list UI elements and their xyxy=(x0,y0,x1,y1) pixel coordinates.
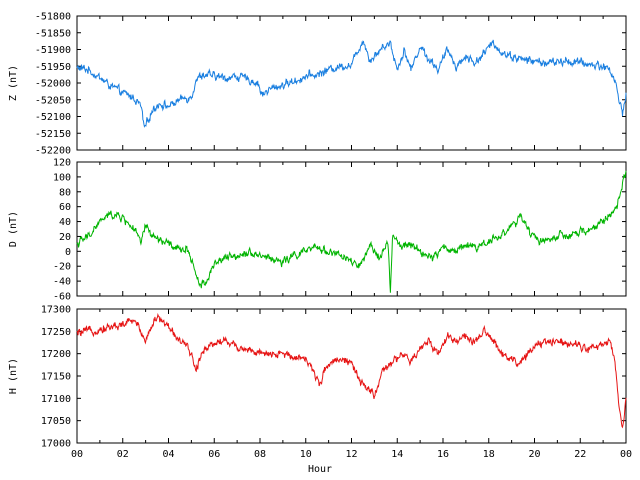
y-tick-label: -51950 xyxy=(35,62,71,73)
y-tick-label: -52050 xyxy=(35,95,71,106)
y-tick-label: -52100 xyxy=(35,112,71,123)
data-line xyxy=(76,312,627,429)
x-tick-label: 16 xyxy=(437,449,449,460)
y-tick-label: -52000 xyxy=(35,79,71,90)
y-tick-label: 40 xyxy=(59,217,71,228)
y-tick-label: 17100 xyxy=(41,394,71,405)
x-tick-label: 04 xyxy=(162,449,174,460)
x-tick-label: 14 xyxy=(391,449,403,460)
y-tick-label: 17150 xyxy=(41,372,71,383)
y-tick-label: -60 xyxy=(53,292,71,303)
x-tick-label: 22 xyxy=(574,449,586,460)
y-tick-label: -52150 xyxy=(35,129,71,140)
y-tick-label: 60 xyxy=(59,202,71,213)
y-tick-label: 100 xyxy=(53,172,71,183)
y-tick-label: 17250 xyxy=(41,327,71,338)
data-line xyxy=(76,39,627,128)
x-tick-label: 06 xyxy=(208,449,220,460)
z-panel: -52200 -52150 -52100 -52050 -52000 -51950 -519… xyxy=(8,12,627,157)
x-tick-label: 00 xyxy=(71,449,83,460)
y-axis-label: Z (nT) xyxy=(8,65,19,101)
h-panel: 17000 17050 17100 17150 17200 17250 17300 00 02 0… xyxy=(8,305,632,461)
x-tick-label: 20 xyxy=(528,449,540,460)
y-tick-label: 17000 xyxy=(41,439,71,450)
x-axis-label: Hour xyxy=(308,464,332,475)
y-axis-label: D (nT) xyxy=(8,211,19,247)
y-tick-label: -51850 xyxy=(35,28,71,39)
y-tick-label: -20 xyxy=(53,262,71,273)
data-line xyxy=(76,170,627,293)
plot-frame xyxy=(76,161,627,297)
y-tick-label: -51900 xyxy=(35,45,71,56)
y-tick-label: 17300 xyxy=(41,305,71,316)
plot-frame xyxy=(76,308,627,444)
y-tick-label: 80 xyxy=(59,187,71,198)
y-tick-label: 20 xyxy=(59,232,71,243)
y-tick-label: -40 xyxy=(53,277,71,288)
x-tick-label: 02 xyxy=(117,449,129,460)
y-tick-label: 17050 xyxy=(41,416,71,427)
x-tick-label: 12 xyxy=(345,449,357,460)
d-panel: -60 -40 -20 0 20 40 60 80 100 120 D (nT) xyxy=(8,158,627,303)
y-tick-label: -52200 xyxy=(35,146,71,157)
y-axis-label: H (nT) xyxy=(8,358,19,394)
x-tick-label: 18 xyxy=(483,449,495,460)
y-tick-label: 0 xyxy=(65,247,71,258)
y-tick-label: 17200 xyxy=(41,349,71,360)
y-tick-label: -51800 xyxy=(35,12,71,23)
x-tick-label: 10 xyxy=(300,449,312,460)
x-tick-label: 00 xyxy=(620,449,632,460)
x-tick-label: 08 xyxy=(254,449,266,460)
y-tick-label: 120 xyxy=(53,158,71,169)
plot-frame xyxy=(76,15,627,151)
